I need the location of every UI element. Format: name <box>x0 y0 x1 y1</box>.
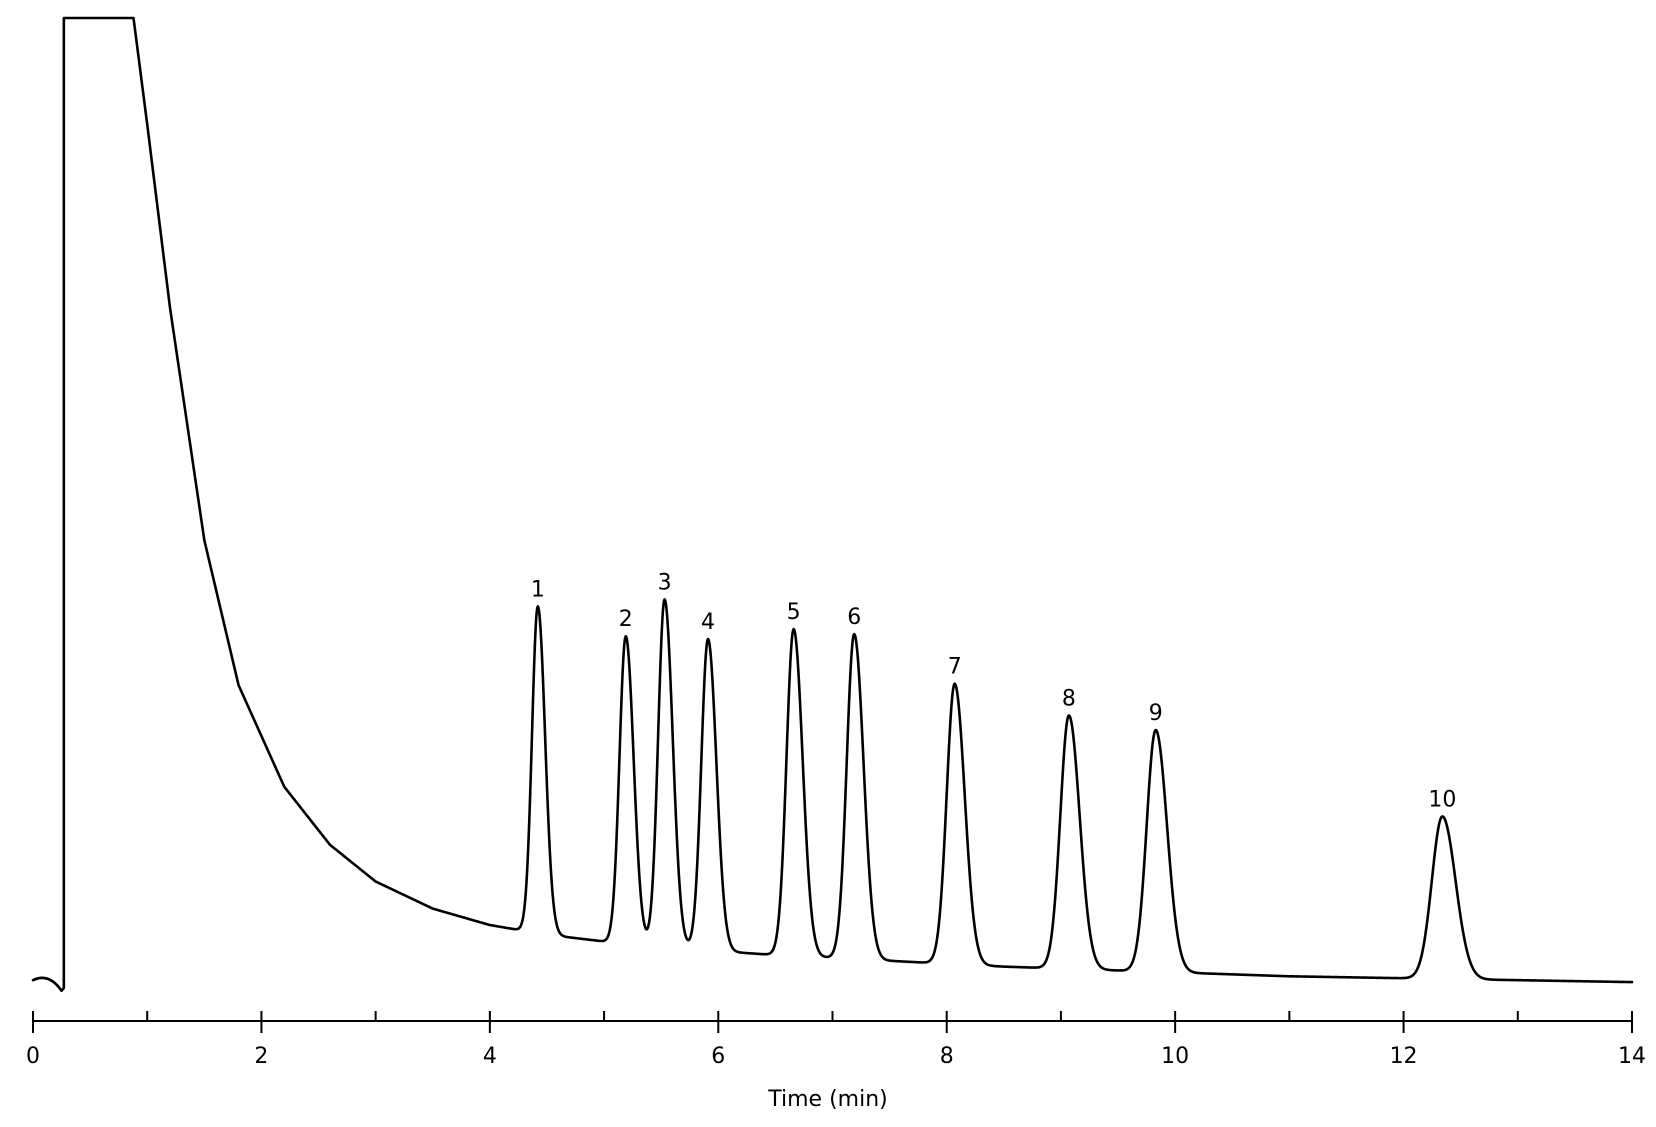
chromatogram-trace-group <box>31 16 1634 993</box>
x-major-ticks <box>32 1011 1633 1033</box>
peak-label-2: 2 <box>619 607 633 632</box>
x-tick-label: 10 <box>1161 1044 1189 1069</box>
peak-label-9: 9 <box>1149 701 1163 726</box>
peak-label-1: 1 <box>531 577 545 602</box>
peak-label-6: 6 <box>847 605 861 630</box>
x-tick-label: 12 <box>1390 1044 1418 1069</box>
x-tick-label: 0 <box>26 1044 40 1069</box>
peak-label-8: 8 <box>1062 686 1076 711</box>
x-tick-label: 4 <box>483 1044 497 1069</box>
peak-label-5: 5 <box>787 600 801 625</box>
x-tick-labels: 0 2 4 6 8 10 12 14 <box>26 1044 1646 1069</box>
peak-label-10: 10 <box>1428 787 1456 812</box>
x-tick-label: 8 <box>940 1044 954 1069</box>
x-axis-title: Time (min) <box>767 1087 888 1112</box>
peak-label-4: 4 <box>701 610 715 635</box>
x-tick-label: 14 <box>1618 1044 1646 1069</box>
chromatogram-trace <box>31 16 1634 993</box>
x-tick-label: 6 <box>711 1044 725 1069</box>
peak-label-7: 7 <box>948 655 962 680</box>
peak-label-3: 3 <box>658 570 672 595</box>
x-tick-label: 2 <box>254 1044 268 1069</box>
x-minor-ticks <box>146 1011 1519 1021</box>
